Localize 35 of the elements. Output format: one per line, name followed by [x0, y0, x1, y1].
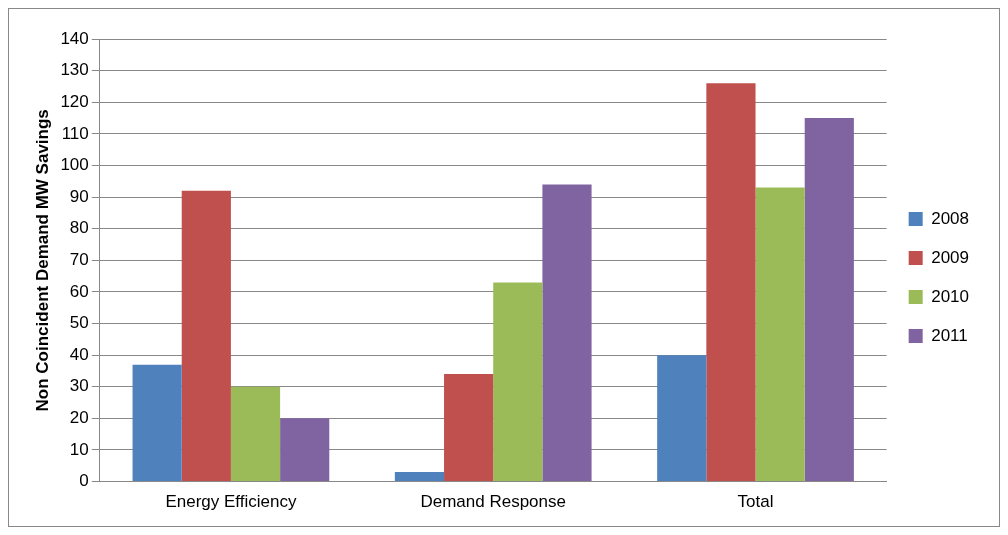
legend-label: 2010 — [931, 286, 970, 306]
x-tick-label: Demand Response — [420, 492, 566, 512]
bar — [657, 355, 707, 482]
y-tick-label: 120 — [60, 91, 89, 111]
bar — [493, 282, 543, 482]
y-tick-label: 0 — [79, 471, 89, 491]
y-tick-label: 10 — [69, 439, 89, 459]
bar — [444, 374, 494, 482]
x-tick-label: Total — [737, 492, 774, 512]
bar — [394, 472, 445, 482]
y-tick-label: 100 — [60, 155, 89, 175]
y-tick-label: 70 — [69, 249, 89, 269]
bar — [132, 364, 182, 482]
bar — [230, 386, 281, 482]
y-tick-label: 80 — [69, 218, 89, 238]
legend-label: 2009 — [931, 247, 970, 267]
y-tick-label: 30 — [69, 376, 89, 396]
bar — [181, 190, 231, 482]
bar — [706, 83, 756, 482]
legend-label: 2008 — [931, 208, 970, 228]
bar — [280, 418, 330, 482]
y-tick-label: 60 — [69, 281, 89, 301]
bar — [542, 184, 592, 482]
y-tick-label: 50 — [69, 313, 89, 333]
bar — [755, 187, 805, 482]
y-tick-label: 130 — [60, 60, 89, 80]
bar — [804, 118, 854, 482]
y-axis-title: Non Coincident Demand MW Savings — [32, 109, 52, 412]
x-tick-label: Energy Efficiency — [165, 492, 297, 512]
y-tick-label: 90 — [69, 186, 89, 206]
y-tick-label: 110 — [61, 123, 89, 143]
y-tick-label: 20 — [69, 408, 89, 428]
legend-label: 2011 — [931, 325, 968, 345]
y-tick-label: 140 — [60, 28, 89, 48]
y-tick-label: 40 — [69, 344, 89, 364]
